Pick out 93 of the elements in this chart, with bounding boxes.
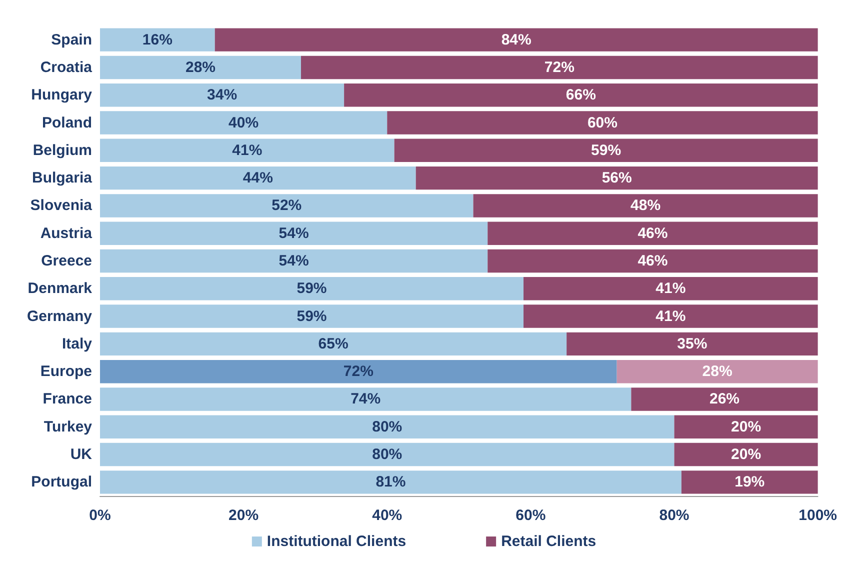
- y-tick-label: Bulgaria: [32, 170, 93, 187]
- data-label: 20%: [731, 418, 762, 436]
- data-label: 16%: [142, 31, 172, 48]
- bar: [100, 56, 301, 80]
- bar: [100, 222, 488, 245]
- y-tick-label: Poland: [42, 114, 92, 132]
- bar: [100, 388, 632, 411]
- data-label: 26%: [709, 390, 740, 408]
- legend-label: Retail Clients: [501, 533, 596, 550]
- data-label: 40%: [228, 114, 259, 132]
- data-label: 60%: [587, 114, 618, 132]
- x-tick-label: 0%: [89, 507, 111, 524]
- data-label: 19%: [734, 474, 765, 491]
- bar: [300, 56, 818, 80]
- data-label: 41%: [656, 308, 686, 325]
- y-tick-label: Italy: [62, 335, 93, 352]
- bar: [616, 360, 818, 384]
- bar: [524, 277, 818, 300]
- x-tick-label: 20%: [228, 507, 259, 524]
- y-tick-label: Greece: [41, 252, 92, 270]
- data-label: 56%: [602, 170, 632, 187]
- bar: [100, 442, 674, 466]
- bar: [524, 304, 818, 328]
- bar: [681, 470, 818, 494]
- bar: [416, 166, 818, 190]
- bar: [488, 222, 818, 245]
- data-label: 34%: [207, 86, 238, 104]
- data-label: 66%: [566, 86, 596, 104]
- y-tick-label: Slovenia: [30, 197, 93, 214]
- data-label: 74%: [350, 390, 381, 408]
- data-label: 59%: [296, 308, 327, 325]
- y-tick-label: Turkey: [44, 418, 93, 436]
- bar: [100, 28, 215, 52]
- x-tick-label: 40%: [372, 507, 402, 524]
- bar: [674, 415, 818, 438]
- data-label: 28%: [702, 363, 732, 380]
- data-label: 41%: [656, 280, 686, 298]
- bar: [674, 442, 818, 466]
- data-label: 46%: [638, 252, 668, 270]
- x-tick-label: 80%: [659, 507, 690, 524]
- bar: [100, 166, 416, 190]
- bar: [100, 111, 388, 134]
- bar: [566, 332, 818, 356]
- bar: [100, 84, 344, 107]
- bar: [100, 194, 474, 218]
- y-tick-label: Belgium: [32, 142, 92, 159]
- y-tick-label: Austria: [40, 224, 93, 242]
- data-label: 80%: [372, 418, 402, 436]
- y-tick-label: UK: [70, 446, 92, 464]
- x-tick-label: 100%: [798, 507, 838, 524]
- y-tick-label: France: [42, 390, 92, 408]
- data-label: 84%: [501, 31, 532, 48]
- legend-label: Institutional Clients: [266, 533, 406, 550]
- bar: [100, 415, 674, 438]
- y-tick-label: Denmark: [28, 280, 93, 298]
- data-label: 80%: [372, 446, 402, 464]
- data-label: 41%: [232, 142, 262, 159]
- bar: [344, 84, 818, 107]
- data-label: 65%: [318, 335, 348, 352]
- bar: [488, 249, 818, 273]
- bar: [214, 28, 818, 52]
- y-tick-label: Portugal: [31, 474, 92, 491]
- data-label: 54%: [278, 224, 309, 242]
- y-tick-label: Hungary: [31, 86, 93, 104]
- data-label: 59%: [296, 280, 327, 298]
- data-label: 81%: [376, 474, 406, 491]
- x-tick-label: 60%: [516, 507, 546, 524]
- data-label: 20%: [731, 446, 762, 464]
- data-label: 35%: [677, 335, 708, 352]
- data-label: 54%: [278, 252, 309, 270]
- bar: [631, 388, 818, 411]
- data-label: 72%: [343, 363, 374, 380]
- bar: [100, 249, 488, 273]
- bar: [100, 332, 567, 356]
- data-label: 48%: [630, 197, 661, 214]
- data-label: 72%: [544, 58, 574, 76]
- data-label: 59%: [591, 142, 622, 159]
- y-tick-label: Spain: [51, 31, 92, 48]
- y-tick-label: Croatia: [40, 58, 93, 76]
- bar: [100, 304, 524, 328]
- data-label: 44%: [242, 170, 273, 187]
- bar: [100, 138, 394, 162]
- data-label: 46%: [638, 224, 668, 242]
- bar: [100, 277, 524, 300]
- bar: [394, 138, 818, 162]
- y-tick-label: Germany: [26, 308, 93, 325]
- y-tick-label: Europe: [40, 363, 92, 380]
- bar: [100, 470, 682, 494]
- bar: [473, 194, 818, 218]
- bar: [100, 360, 617, 384]
- bar: [387, 111, 818, 134]
- data-label: 28%: [185, 58, 216, 76]
- data-label: 52%: [272, 197, 302, 214]
